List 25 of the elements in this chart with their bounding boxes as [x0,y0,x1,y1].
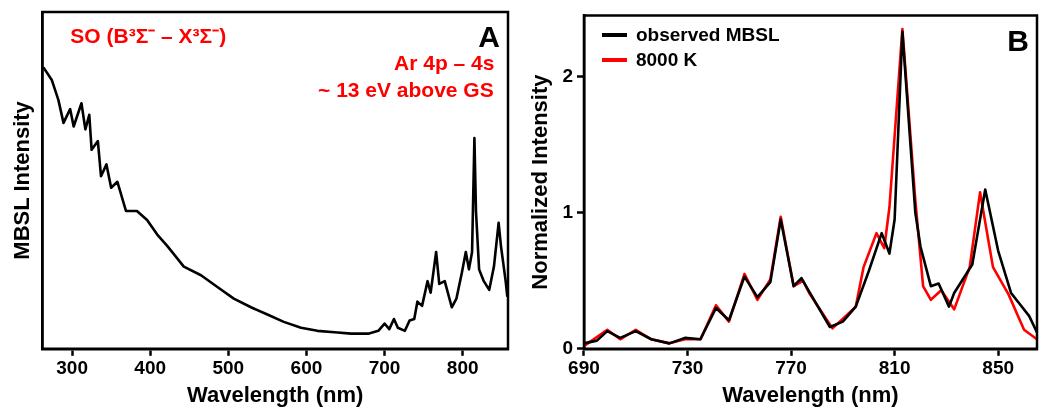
y-tick-label: 1 [562,200,574,222]
x-axis-title: Wavelength (nm) [186,381,364,407]
x-tick-label: 600 [290,357,323,379]
text: SO (B³Σ⁻ – X³Σ⁻) [70,24,227,48]
x-tick-label: 400 [134,357,167,379]
x-tick-label: 770 [775,357,807,379]
legend-label: observed MBSL [635,24,780,46]
legend-label: 8000 K [635,49,698,71]
x-tick-label: 300 [56,357,88,379]
annotation: ~ 13 eV above GS [318,78,494,102]
chart-title: A [478,20,500,54]
x-tick-label: 500 [212,357,245,379]
x-tick-label: 690 [568,357,600,379]
x-tick-label: 730 [671,357,704,379]
x-tick-label: 800 [446,357,479,379]
y-axis-title: MBSL Intensity [9,100,35,260]
x-axis-title: Wavelength (nm) [722,381,899,407]
annotation: Ar 4p – 4s [394,51,495,75]
y-tick-label: 0 [562,337,573,359]
y-axis-title: Normalized Intensity [527,73,553,290]
x-tick-label: 810 [878,357,911,379]
chart-title: B [1007,23,1029,57]
x-tick-label: 700 [368,357,401,379]
y-tick-label: 2 [562,64,573,86]
x-tick-label: 850 [982,357,1015,379]
